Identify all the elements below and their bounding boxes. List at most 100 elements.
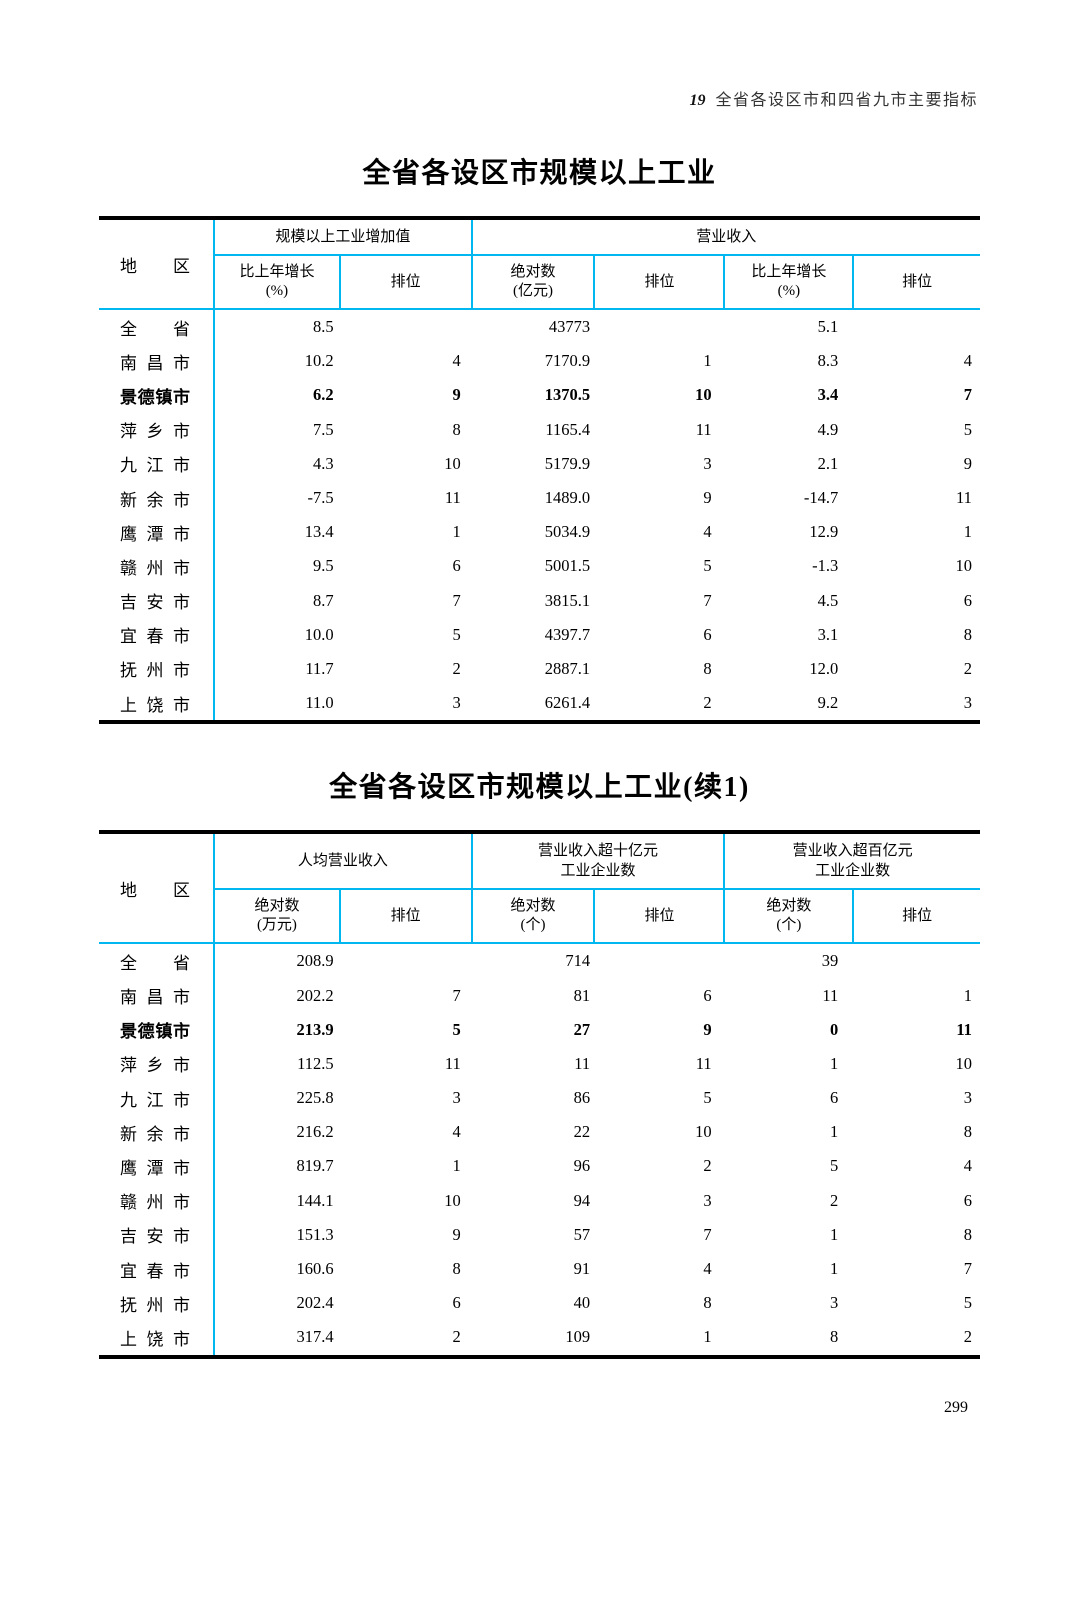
cell-growth-rate: -7.5 — [307, 488, 334, 508]
region-header-label: 地 区 — [120, 256, 190, 276]
cell-absolute-value: 81 — [573, 985, 591, 1005]
table-row: 鹰 潭 市 13.4 1 5034.9 4 12.9 1 — [99, 515, 980, 550]
region-name: 上 饶 市 — [120, 1329, 190, 1349]
cell-rank: 7 — [703, 590, 712, 610]
cell-rank: 2 — [452, 1327, 461, 1347]
subheader-rank: 排位 — [593, 890, 723, 943]
region-cell: 赣 州 市 — [99, 549, 216, 584]
table-row: 抚 州 市 202.4 6 40 8 3 5 — [99, 1286, 980, 1321]
cell-rank: 1 — [703, 1327, 712, 1347]
cell-absolute-value: 43773 — [548, 317, 591, 337]
region-name: 南 昌 市 — [120, 988, 190, 1008]
cell-absolute-value: 0 — [829, 1019, 839, 1039]
cell-rank: 9 — [703, 1019, 712, 1039]
cell-growth-rate: 4.5 — [817, 590, 839, 610]
region-header-cell: 地 区 — [99, 834, 216, 943]
region-name: 抚 州 市 — [120, 1295, 190, 1315]
subheader-absolute-value: 绝对数 (万元) — [254, 898, 300, 934]
region-cell: 抚 州 市 — [99, 1286, 216, 1321]
table-row: 景德镇市 213.9 5 27 9 0 11 — [99, 1012, 980, 1047]
group-header-industrial-added-value: 规模以上工业增加值 — [275, 229, 411, 245]
cell-growth-rate: 6.2 — [312, 385, 334, 405]
region-cell: 新 余 市 — [99, 480, 216, 516]
cell-rank: 2 — [963, 1327, 972, 1347]
page-number: 299 — [944, 1398, 968, 1416]
cell-rank: 4 — [963, 351, 972, 371]
cell-rank: 10 — [444, 1190, 461, 1210]
cell-growth-rate: 4.3 — [312, 453, 334, 473]
cell-rank: 7 — [452, 590, 461, 610]
cell-rank: 10 — [444, 453, 461, 473]
cell-rank: 3 — [452, 1088, 461, 1108]
cell-rank: 1 — [703, 351, 712, 371]
cell-growth-rate: -1.3 — [812, 556, 839, 576]
group-header-operating-revenue: 营业收入 — [470, 220, 980, 254]
cell-rank: 1 — [452, 522, 461, 542]
region-cell: 九 江 市 — [99, 446, 216, 481]
chapter-title: 全省各设区市和四省九市主要指标 — [715, 92, 978, 109]
subheader-absolute-value: 绝对数 (个) — [470, 890, 594, 943]
table-row: 赣 州 市 144.1 10 94 3 2 6 — [99, 1183, 980, 1218]
cell-rank: 5 — [963, 419, 972, 439]
table2-body: 全 省 208.9 714 39 南 昌 市 202.2 7 81 — [99, 944, 980, 1355]
cell-rank: 4 — [452, 351, 461, 371]
region-cell: 景德镇市 — [99, 378, 216, 413]
table2-title: 全省各设区市规模以上工业(续1) — [329, 772, 750, 804]
cell-absolute-value: 1 — [829, 1259, 839, 1279]
region-name: 九 江 市 — [120, 1090, 190, 1110]
cell-absolute-value: 86 — [573, 1088, 591, 1108]
cell-absolute-value: 6261.4 — [544, 693, 591, 713]
cell-absolute-value: 144.1 — [296, 1190, 334, 1210]
region-cell: 南 昌 市 — [99, 978, 216, 1013]
cell-absolute-value: 317.4 — [296, 1327, 334, 1347]
cell-absolute-value: 11 — [822, 985, 839, 1005]
cell-growth-rate: 10.0 — [304, 624, 334, 644]
cell-growth-rate: 11.0 — [305, 693, 334, 713]
cell-rank: 6 — [452, 556, 461, 576]
region-cell: 宜 春 市 — [99, 1251, 216, 1287]
subheader-absolute-value: 绝对数 (亿元) — [470, 256, 594, 308]
cell-growth-rate: 8.5 — [312, 317, 334, 337]
cell-rank: 2 — [703, 1156, 712, 1176]
cell-growth-rate: 4.9 — [817, 419, 839, 439]
cell-rank: 9 — [452, 385, 461, 405]
group-header-per-capita-revenue: 人均营业收入 — [297, 853, 388, 870]
table-row: 全 省 8.5 43773 5.1 — [99, 310, 980, 345]
cell-rank: 11 — [695, 419, 712, 439]
region-name: 吉 安 市 — [120, 1227, 190, 1247]
table1-body: 全 省 8.5 43773 5.1 南 昌 市 10.2 4 7170.9 — [99, 310, 980, 721]
cell-rank: 10 — [955, 1053, 972, 1073]
cell-absolute-value: 714 — [565, 951, 591, 971]
cell-rank: 6 — [452, 1293, 461, 1313]
cell-absolute-value: 2887.1 — [544, 658, 591, 678]
cell-rank: 11 — [695, 1053, 712, 1073]
cell-absolute-value: 1165.4 — [545, 419, 591, 439]
cell-rank: 3 — [703, 453, 712, 473]
cell-rank: 11 — [956, 488, 972, 508]
table1-header-right: 规模以上工业增加值 营业收入 比上年增长 (%) 排位 绝对数 (亿元) 排位 … — [215, 220, 980, 308]
cell-rank — [339, 944, 471, 978]
cell-rank: 8 — [452, 1259, 461, 1279]
table-row: 鹰 潭 市 819.7 1 96 2 5 4 — [99, 1149, 980, 1184]
cell-rank: 10 — [695, 385, 712, 405]
cell-growth-rate: 3.4 — [817, 385, 839, 405]
subheader-rank: 排位 — [852, 256, 980, 308]
region-name: 鹰 潭 市 — [120, 524, 190, 544]
cell-absolute-value: 4397.7 — [544, 624, 591, 644]
region-cell: 景德镇市 — [99, 1012, 216, 1047]
cell-growth-rate: 13.4 — [304, 522, 334, 542]
region-cell: 全 省 — [99, 310, 216, 345]
cell-rank: 5 — [703, 1088, 712, 1108]
cell-rank: 3 — [963, 1088, 972, 1108]
cell-rank: 4 — [703, 522, 712, 542]
cell-rank: 8 — [963, 1122, 972, 1142]
subheader-rank: 排位 — [593, 256, 723, 308]
cell-rank: 6 — [703, 985, 712, 1005]
cell-absolute-value: 3815.1 — [544, 590, 591, 610]
cell-growth-rate: 9.2 — [817, 693, 839, 713]
cell-rank: 5 — [703, 556, 712, 576]
cell-absolute-value: 202.2 — [296, 985, 334, 1005]
region-name: 宜 春 市 — [120, 1261, 190, 1281]
region-cell: 九 江 市 — [99, 1081, 216, 1116]
region-cell: 赣 州 市 — [99, 1183, 216, 1218]
